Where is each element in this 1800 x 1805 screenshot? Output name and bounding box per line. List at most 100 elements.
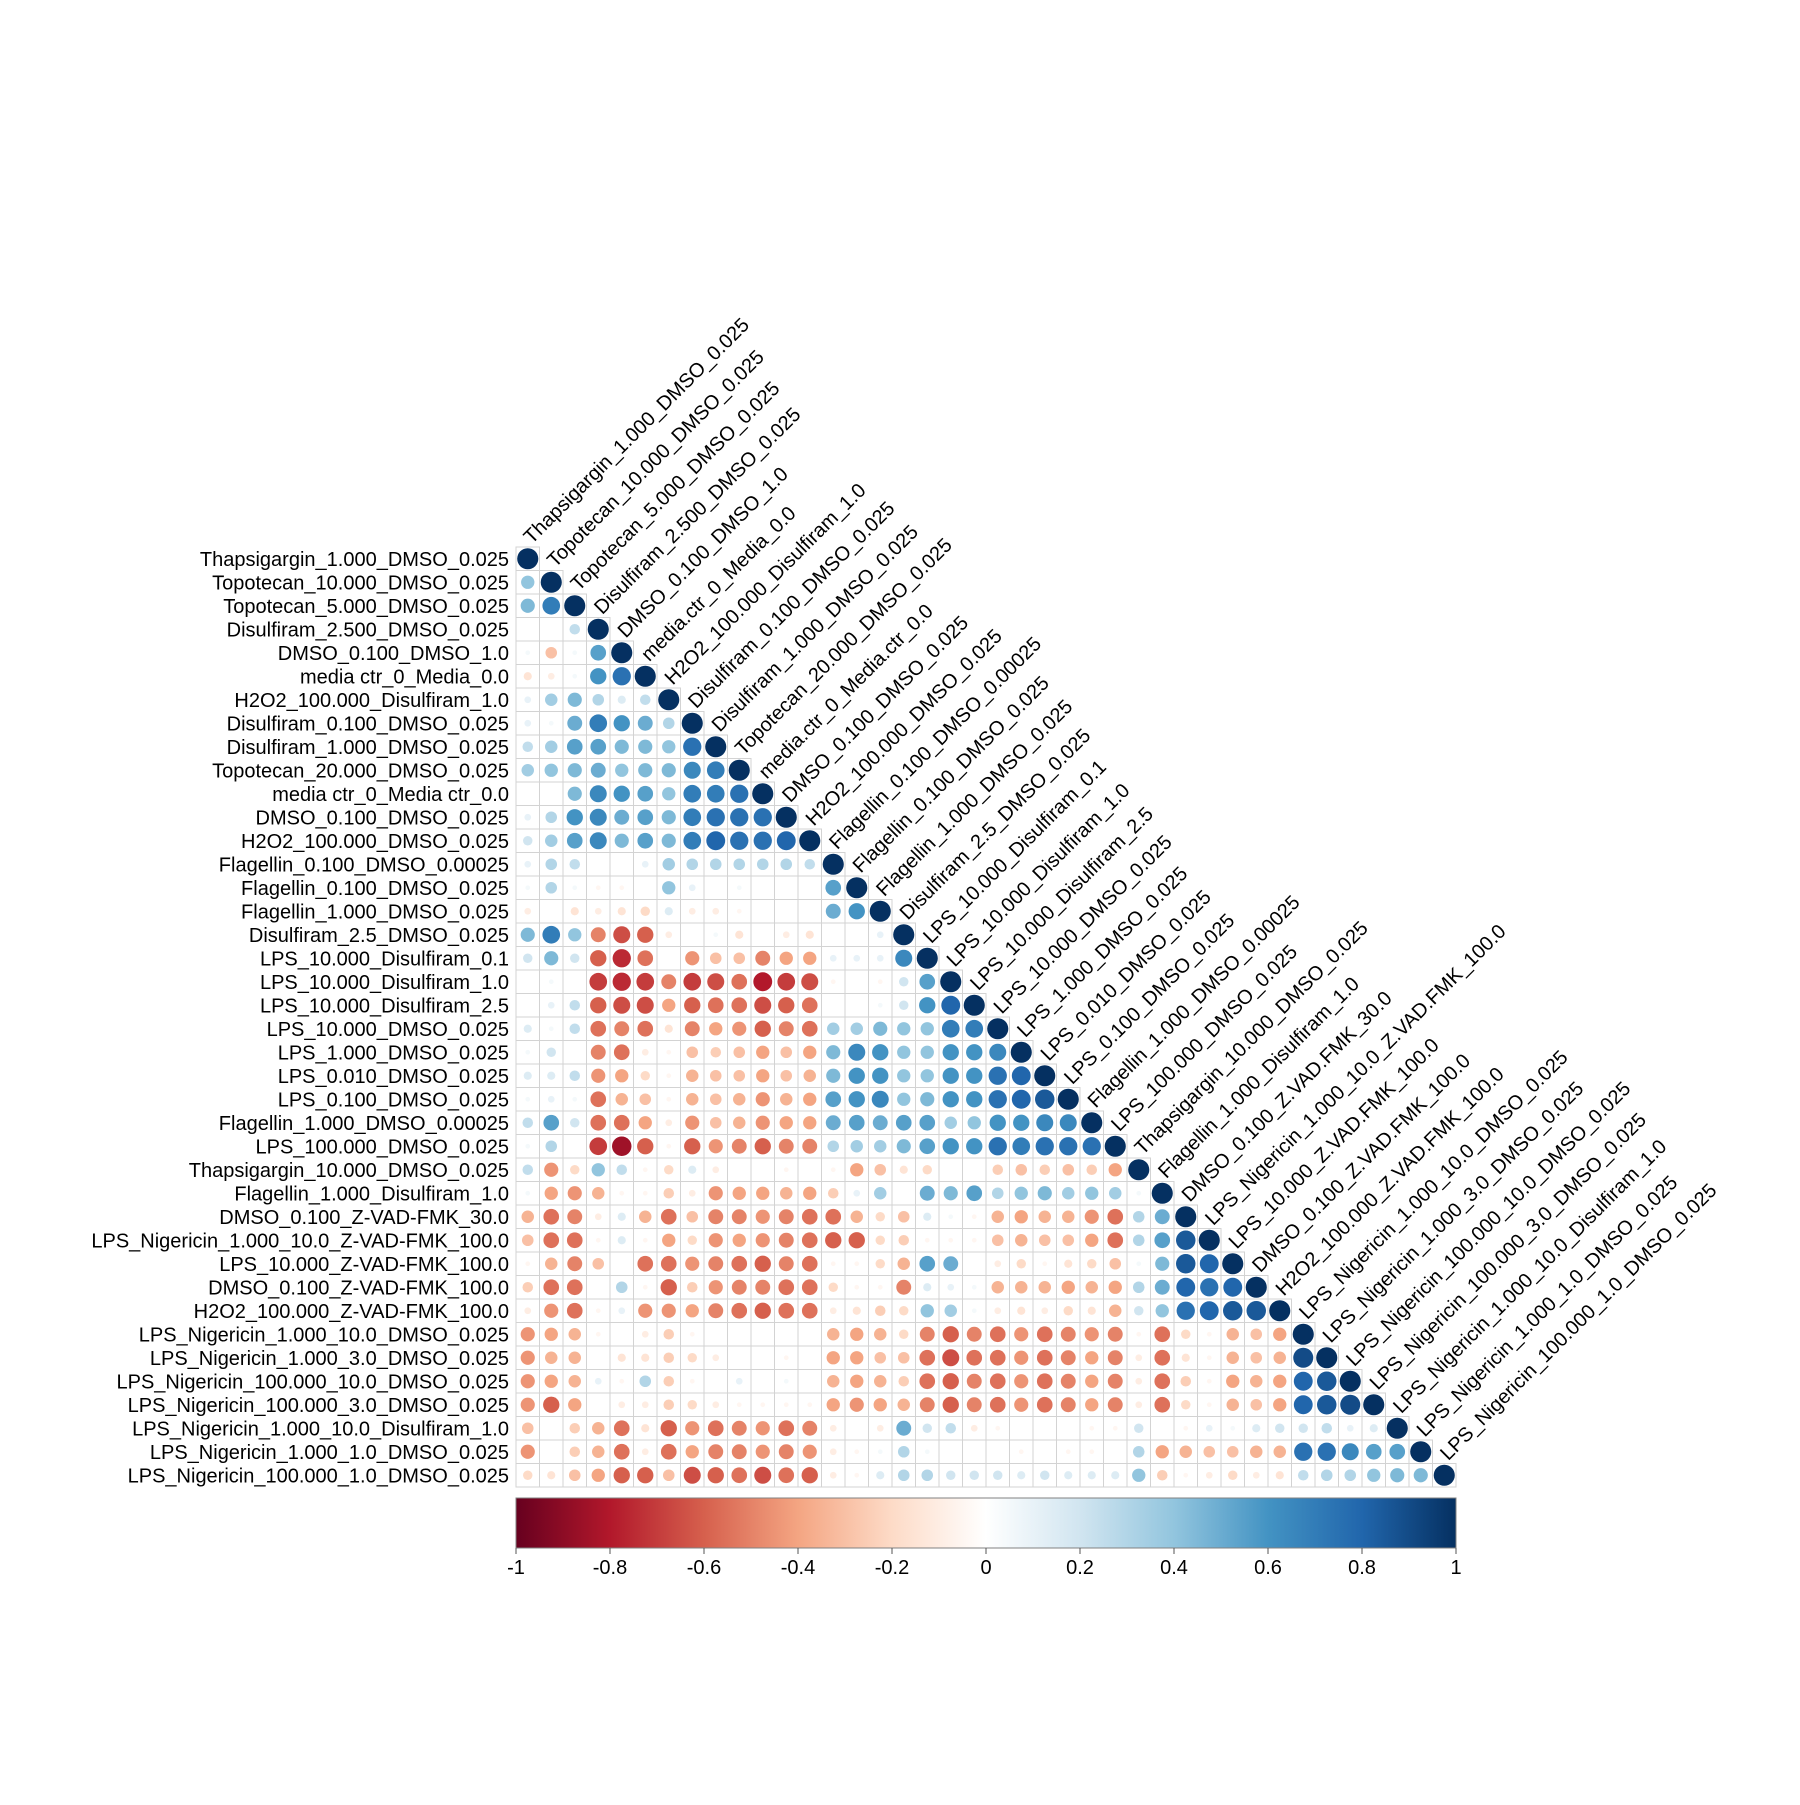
correlation-circle — [1132, 1210, 1145, 1223]
correlation-circle — [991, 1210, 1004, 1223]
correlation-circle — [801, 1020, 818, 1037]
correlation-circle — [1250, 1398, 1263, 1411]
correlation-circle — [1176, 1277, 1196, 1297]
correlation-circle — [993, 1470, 1003, 1480]
correlation-circle — [639, 1093, 652, 1106]
correlation-circle — [987, 1018, 1009, 1040]
correlation-circle — [848, 1091, 865, 1108]
correlation-circle — [1156, 1469, 1168, 1481]
correlation-circle — [1410, 1441, 1432, 1463]
correlation-circle — [709, 858, 722, 871]
correlation-circle — [942, 1373, 959, 1390]
correlation-circle — [1269, 1300, 1291, 1322]
correlation-circle — [899, 977, 909, 987]
correlation-circle — [919, 1373, 936, 1390]
correlation-circle — [637, 950, 654, 967]
correlation-circle — [1246, 1301, 1266, 1321]
correlation-circle — [966, 1091, 983, 1108]
correlation-circle — [945, 1422, 957, 1434]
correlation-circle — [778, 1232, 794, 1248]
correlation-circle — [708, 1280, 723, 1295]
correlation-circle — [731, 1209, 747, 1225]
correlation-circle — [1038, 1210, 1051, 1223]
correlation-circle — [1089, 1425, 1095, 1431]
correlation-circle — [732, 1021, 747, 1036]
correlation-circle — [778, 1279, 795, 1296]
correlation-circle — [664, 907, 673, 916]
correlation-circle — [1135, 1354, 1143, 1362]
correlation-circle — [944, 1304, 957, 1317]
correlation-circle — [920, 1092, 935, 1107]
grid-cell — [539, 617, 564, 642]
correlation-circle — [638, 763, 653, 778]
correlation-circle — [712, 1401, 720, 1409]
grid-cell — [938, 1439, 963, 1464]
correlation-circle — [569, 1023, 581, 1035]
correlation-circle — [706, 784, 725, 803]
correlation-circle — [545, 858, 558, 871]
correlation-circle — [1084, 1209, 1099, 1224]
correlation-circle — [897, 1210, 910, 1223]
correlation-circle — [919, 1349, 936, 1366]
row-label: Flagellin_1.000_DMSO_0.025 — [241, 901, 509, 923]
correlation-circle — [989, 1326, 1006, 1343]
correlation-circle — [943, 1256, 959, 1272]
correlation-circle — [1034, 1065, 1056, 1087]
correlation-circle — [873, 1398, 887, 1412]
correlation-circle — [1252, 1424, 1261, 1433]
correlation-circle — [636, 972, 655, 991]
correlation-circle — [589, 714, 608, 733]
correlation-circle — [783, 1167, 789, 1173]
correlation-circle — [590, 762, 606, 778]
grid-cell — [750, 922, 775, 947]
correlation-circle — [780, 1093, 793, 1106]
correlation-circle — [799, 830, 821, 852]
correlation-circle — [919, 1326, 935, 1342]
correlation-circle — [1109, 1187, 1122, 1200]
correlation-circle — [1317, 1442, 1336, 1461]
correlation-circle — [706, 831, 726, 851]
correlation-circle — [636, 996, 654, 1014]
correlation-circle — [708, 1256, 724, 1272]
correlation-circle — [663, 1328, 675, 1340]
grid-cell — [703, 875, 728, 900]
correlation-circle — [991, 1234, 1004, 1247]
correlation-circle — [1154, 1232, 1171, 1249]
correlation-circle — [567, 692, 582, 707]
correlation-circle — [730, 784, 749, 803]
correlation-circle — [732, 1186, 746, 1200]
correlation-circle — [1107, 1397, 1123, 1413]
correlation-circle — [946, 1470, 956, 1480]
row-label: Topotecan_5.000_DMSO_0.025 — [223, 596, 509, 618]
correlation-circle — [689, 1378, 695, 1384]
correlation-circle — [778, 1467, 795, 1484]
correlation-circle — [1015, 1281, 1028, 1294]
correlation-circle — [942, 1349, 960, 1367]
row-label: Disulfiram_2.5_DMSO_0.025 — [249, 925, 509, 947]
correlation-circle — [569, 623, 581, 635]
correlation-circle — [613, 1114, 630, 1131]
row-label: LPS_100.000_DMSO_0.025 — [255, 1136, 509, 1158]
correlation-circle — [942, 1091, 959, 1108]
correlation-circle — [1199, 1254, 1219, 1274]
correlation-circle — [665, 931, 673, 939]
correlation-circle — [634, 665, 656, 687]
correlation-circle — [1086, 1164, 1098, 1176]
correlation-circle — [1059, 1137, 1078, 1156]
correlation-circle — [1087, 1259, 1097, 1269]
correlation-circle — [664, 1165, 674, 1175]
correlation-circle — [897, 1069, 911, 1083]
correlation-circle — [848, 1043, 866, 1061]
correlation-circle — [548, 720, 554, 726]
correlation-circle — [1109, 1257, 1122, 1270]
correlation-circle — [542, 925, 561, 944]
correlation-circle — [567, 1256, 583, 1272]
correlation-circle — [923, 1283, 932, 1292]
correlation-circle — [1316, 1347, 1338, 1369]
correlation-circle — [547, 1071, 556, 1080]
correlation-circle — [524, 719, 532, 727]
correlation-circle — [543, 1208, 560, 1225]
correlation-circle — [686, 1093, 699, 1106]
correlation-circle — [802, 1138, 818, 1154]
correlation-circle — [1087, 1306, 1096, 1315]
